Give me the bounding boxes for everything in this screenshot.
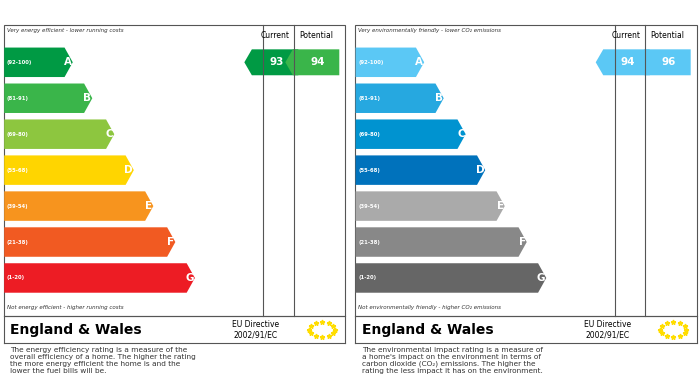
Text: C: C — [457, 129, 465, 139]
Text: Not energy efficient - higher running costs: Not energy efficient - higher running co… — [7, 305, 123, 310]
Text: 94: 94 — [621, 57, 636, 67]
Polygon shape — [637, 49, 691, 75]
Text: (39-54): (39-54) — [7, 204, 29, 208]
Polygon shape — [356, 155, 485, 185]
Text: The energy efficiency rating is a measure of the
overall efficiency of a home. T: The energy efficiency rating is a measur… — [10, 346, 196, 373]
Text: (55-68): (55-68) — [7, 168, 29, 173]
Text: England & Wales: England & Wales — [10, 323, 142, 337]
Text: F: F — [519, 237, 526, 247]
Text: Not environmentally friendly - higher CO₂ emissions: Not environmentally friendly - higher CO… — [358, 305, 501, 310]
Polygon shape — [356, 227, 526, 257]
Polygon shape — [4, 155, 134, 185]
Polygon shape — [4, 84, 92, 113]
Polygon shape — [4, 48, 73, 77]
Text: England & Wales: England & Wales — [362, 323, 494, 337]
Text: (55-68): (55-68) — [358, 168, 380, 173]
Text: C: C — [106, 129, 113, 139]
Text: (92-100): (92-100) — [7, 60, 32, 65]
Polygon shape — [356, 263, 546, 293]
Text: Current: Current — [612, 31, 641, 40]
Text: Environmental Impact (CO₂) Rating: Environmental Impact (CO₂) Rating — [362, 7, 594, 20]
Text: E: E — [496, 201, 504, 211]
Text: 96: 96 — [662, 57, 676, 67]
Polygon shape — [4, 191, 153, 221]
Text: E: E — [145, 201, 153, 211]
Polygon shape — [356, 84, 444, 113]
Text: (81-91): (81-91) — [358, 96, 380, 101]
Polygon shape — [244, 49, 298, 75]
Polygon shape — [356, 48, 424, 77]
Text: (1-20): (1-20) — [7, 276, 25, 280]
Text: EU Directive
2002/91/EC: EU Directive 2002/91/EC — [584, 320, 631, 339]
Text: 93: 93 — [270, 57, 284, 67]
Text: (69-80): (69-80) — [7, 132, 29, 137]
Text: Potential: Potential — [299, 31, 333, 40]
Text: The environmental impact rating is a measure of
a home's impact on the environme: The environmental impact rating is a mea… — [362, 346, 542, 374]
Text: B: B — [435, 93, 442, 103]
Text: (69-80): (69-80) — [358, 132, 380, 137]
Text: F: F — [167, 237, 174, 247]
Text: Very energy efficient - lower running costs: Very energy efficient - lower running co… — [7, 28, 123, 32]
Text: Current: Current — [260, 31, 290, 40]
Polygon shape — [286, 49, 340, 75]
Polygon shape — [4, 120, 114, 149]
Text: A: A — [64, 57, 71, 67]
Polygon shape — [356, 191, 505, 221]
Text: (39-54): (39-54) — [358, 204, 380, 208]
Text: Very environmentally friendly - lower CO₂ emissions: Very environmentally friendly - lower CO… — [358, 28, 501, 32]
Text: (21-38): (21-38) — [358, 240, 380, 244]
Text: (1-20): (1-20) — [358, 276, 377, 280]
Text: G: G — [537, 273, 545, 283]
Text: 94: 94 — [311, 57, 325, 67]
Text: D: D — [475, 165, 484, 175]
Polygon shape — [4, 227, 175, 257]
Polygon shape — [596, 49, 650, 75]
Text: (92-100): (92-100) — [358, 60, 384, 65]
Text: B: B — [83, 93, 91, 103]
Text: G: G — [186, 273, 194, 283]
Text: Energy Efficiency Rating: Energy Efficiency Rating — [10, 7, 173, 20]
Text: EU Directive
2002/91/EC: EU Directive 2002/91/EC — [232, 320, 279, 339]
Polygon shape — [4, 263, 195, 293]
Text: (81-91): (81-91) — [7, 96, 29, 101]
Polygon shape — [356, 120, 466, 149]
Text: D: D — [124, 165, 133, 175]
Text: (21-38): (21-38) — [7, 240, 29, 244]
Text: A: A — [415, 57, 423, 67]
Text: Potential: Potential — [650, 31, 685, 40]
